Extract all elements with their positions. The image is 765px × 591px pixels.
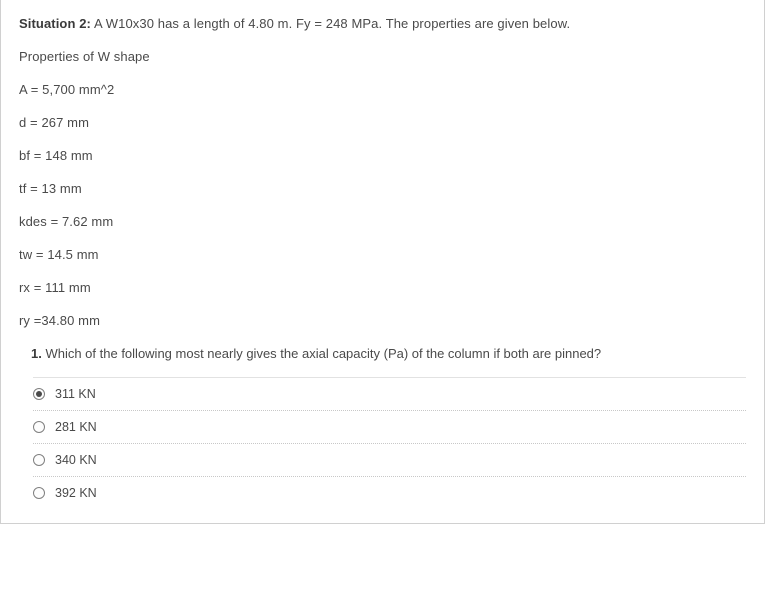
option-label: 392 KN	[55, 486, 97, 500]
option-label: 311 KN	[55, 387, 96, 401]
option-0[interactable]: 311 KN	[33, 377, 746, 410]
question-number: 1.	[31, 346, 42, 361]
options-group: 311 KN 281 KN 340 KN 392 KN	[33, 377, 746, 509]
option-label: 281 KN	[55, 420, 97, 434]
prop-d: d = 267 mm	[19, 115, 746, 130]
option-3[interactable]: 392 KN	[33, 476, 746, 509]
radio-icon	[33, 454, 45, 466]
question-text: Which of the following most nearly gives…	[42, 346, 601, 361]
prop-bf: bf = 148 mm	[19, 148, 746, 163]
option-label: 340 KN	[55, 453, 97, 467]
question-container: Situation 2: A W10x30 has a length of 4.…	[0, 0, 765, 524]
prop-kdes: kdes = 7.62 mm	[19, 214, 746, 229]
prop-rx: rx = 111 mm	[19, 280, 746, 295]
prop-A: A = 5,700 mm^2	[19, 82, 746, 97]
radio-icon	[33, 421, 45, 433]
radio-icon	[33, 388, 45, 400]
properties-title: Properties of W shape	[19, 49, 746, 64]
situation-line: Situation 2: A W10x30 has a length of 4.…	[19, 16, 746, 31]
option-1[interactable]: 281 KN	[33, 410, 746, 443]
prop-ry: ry =34.80 mm	[19, 313, 746, 328]
situation-label: Situation 2:	[19, 16, 91, 31]
option-2[interactable]: 340 KN	[33, 443, 746, 476]
question-line: 1. Which of the following most nearly gi…	[31, 346, 746, 361]
situation-text: A W10x30 has a length of 4.80 m. Fy = 24…	[91, 16, 570, 31]
prop-tw: tw = 14.5 mm	[19, 247, 746, 262]
radio-icon	[33, 487, 45, 499]
prop-tf: tf = 13 mm	[19, 181, 746, 196]
